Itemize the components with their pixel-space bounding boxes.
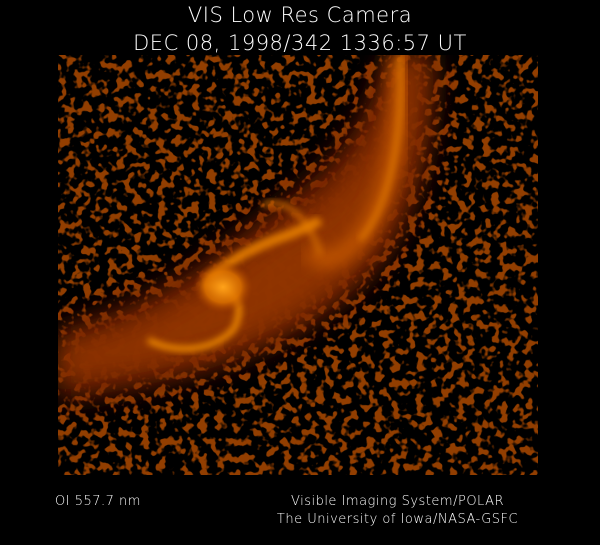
institution-credit: The University of Iowa/NASA-GSFC [276, 512, 519, 527]
instrument-credit: Visible Imaging System/POLAR [290, 494, 505, 509]
aurora-image [58, 54, 538, 475]
wavelength-label: OI 557.7 nm [55, 494, 141, 509]
camera-title: VIS Low Res Camera [187, 3, 413, 27]
observation-timestamp: DEC 08, 1998/342 1336:57 UT [133, 31, 467, 55]
